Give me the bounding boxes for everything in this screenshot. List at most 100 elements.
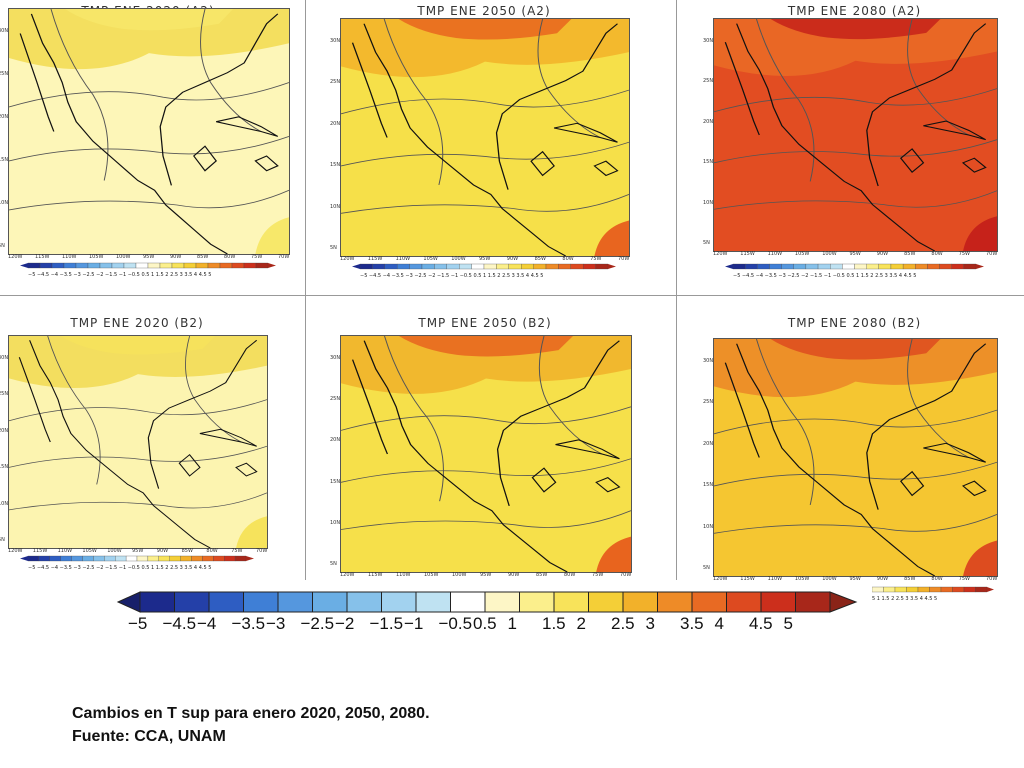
mini-color-legend: −5 −4.5 −4 −3.5 −3 −2.5 −2 −1.5 −1 −0.5 … xyxy=(352,263,616,279)
legend-tick-label: −2 xyxy=(335,614,354,633)
longitude-label: 100W xyxy=(116,254,131,260)
longitude-label: 85W xyxy=(904,251,916,257)
map-area xyxy=(340,335,632,573)
legend-swatch xyxy=(795,591,831,613)
latitude-label: 30N xyxy=(330,355,341,361)
longitude-label: 75W xyxy=(251,254,263,260)
longitude-label: 105W xyxy=(82,548,97,554)
map-area xyxy=(340,18,630,257)
longitude-label: 105W xyxy=(794,576,810,582)
mini-color-legend: −5 −4.5 −4 −3.5 −3 −2.5 −2 −1.5 −1 −0.5 … xyxy=(20,555,254,571)
longitude-label: 95W xyxy=(143,254,155,260)
longitude-label: 120W xyxy=(713,251,728,257)
legend-swatch xyxy=(415,591,451,613)
latitude-label: 5N xyxy=(0,537,5,543)
longitude-label: 90W xyxy=(506,256,519,262)
longitude-label: 80W xyxy=(564,572,576,578)
legend-swatch xyxy=(208,591,244,613)
longitude-label: 80W xyxy=(206,548,218,554)
latitude-label: 5N xyxy=(330,245,337,251)
longitude-label: 120W xyxy=(8,548,23,554)
legend-tick-label: −4.5 xyxy=(163,614,197,633)
mini-legend-labels: −5 −4.5 −4 −3.5 −3 −2.5 −2 −1.5 −1 −0.5 … xyxy=(360,273,543,279)
longitude-label: 115W xyxy=(32,548,48,554)
legend-swatch xyxy=(760,591,796,613)
longitude-label: 110W xyxy=(396,572,411,578)
latitude-label: 20N xyxy=(330,437,341,444)
legend-swatch xyxy=(553,591,589,613)
longitude-label: 100W xyxy=(822,576,837,582)
legend-swatch xyxy=(691,591,727,613)
longitude-label: 70W xyxy=(618,256,630,262)
mini-color-legend: −5 −4.5 −4 −3.5 −3 −2.5 −2 −1.5 −1 −0.5 … xyxy=(725,263,984,279)
legend-tick-label: 3 xyxy=(646,614,655,633)
latitude-label: 25N xyxy=(0,391,9,398)
longitude-label: 70W xyxy=(256,548,268,554)
longitude-label: 105W xyxy=(423,256,438,262)
map-area xyxy=(713,338,998,577)
divider-left xyxy=(305,0,306,580)
longitude-label: 90W xyxy=(156,548,169,554)
legend-tick-label: 0.5 xyxy=(473,614,497,633)
latitude-label: 10N xyxy=(0,200,9,206)
longitude-label: 95W xyxy=(479,256,491,262)
latitude-label: 20N xyxy=(0,427,9,434)
longitude-label: 105W xyxy=(794,251,810,257)
map-area xyxy=(713,18,998,252)
latitude-label: 25N xyxy=(0,71,9,77)
longitude-label: 110W xyxy=(767,251,783,257)
legend-tick-label: −2.5 xyxy=(301,614,335,633)
latitude-label: 10N xyxy=(330,519,341,526)
latitude-label: 15N xyxy=(0,464,9,471)
partial-mini-legend-labels: 5 1 1.5 2 2.5 3 3.5 4 4.5 5 xyxy=(872,596,937,602)
latitude-label: 30N xyxy=(703,38,714,44)
longitude-label: 70W xyxy=(986,576,998,582)
longitude-label: 110W xyxy=(395,256,411,262)
legend-tick-label: 2.5 xyxy=(611,614,635,633)
legend-tick-label: 4 xyxy=(715,614,724,633)
latitude-label: 10N xyxy=(0,500,9,507)
longitude-label: 100W xyxy=(452,572,467,578)
legend-swatch xyxy=(243,591,279,613)
latitude-label: 30N xyxy=(703,358,714,364)
mini-legend-labels: −5 −4.5 −4 −3.5 −3 −2.5 −2 −1.5 −1 −0.5 … xyxy=(28,565,211,571)
latitude-label: 20N xyxy=(703,118,714,125)
longitude-label: 80W xyxy=(931,251,943,257)
latitude-label: 10N xyxy=(330,203,341,210)
longitude-label: 115W xyxy=(367,256,383,262)
main-color-legend: −5 −4.5 −4 −3.5 −3 −2.5 −2 −1.5 −1 −0.5 0.5 1 1.5 2 2.… xyxy=(116,591,858,633)
longitude-label: 85W xyxy=(181,548,193,554)
latitude-label: 30N xyxy=(0,355,9,361)
legend-swatch xyxy=(277,591,313,613)
longitude-label: 115W xyxy=(740,251,755,257)
longitude-label: 90W xyxy=(508,572,520,578)
latitude-label: 30N xyxy=(330,38,341,44)
longitude-label: 80W xyxy=(562,256,574,262)
divider-right xyxy=(676,0,677,580)
panel-title: TMP ENE 2020 (B2) xyxy=(70,316,204,330)
longitude-label: 110W xyxy=(767,576,783,582)
latitude-label: 25N xyxy=(330,396,341,403)
legend-arrow-left xyxy=(116,591,141,613)
longitude-label: 90W xyxy=(170,254,182,260)
latitude-label: 5N xyxy=(0,243,5,249)
longitude-label: 75W xyxy=(958,251,970,257)
longitude-label: 95W xyxy=(849,576,861,582)
legend-tick-label: 3.5 xyxy=(680,614,704,633)
panel-title: TMP ENE 2080 (B2) xyxy=(787,316,922,330)
longitude-label: 75W xyxy=(590,256,602,262)
longitude-label: 85W xyxy=(197,254,209,260)
legend-tick-label: −3 xyxy=(266,614,285,633)
longitude-label: 70W xyxy=(620,572,632,578)
longitude-label: 70W xyxy=(278,254,290,260)
partial-mini-legend: 5 1 1.5 2 2.5 3 3.5 4 4.5 5 xyxy=(872,586,994,602)
legend-tick-label: −0.5 xyxy=(439,614,473,633)
legend-tick-label: −1.5 xyxy=(370,614,404,633)
longitude-label: 75W xyxy=(958,576,970,582)
panel-title: TMP ENE 2050 (B2) xyxy=(418,316,552,330)
longitude-label: 105W xyxy=(424,572,439,578)
legend-arrow-right xyxy=(829,591,858,613)
longitude-label: 115W xyxy=(35,254,50,260)
latitude-label: 5N xyxy=(703,565,710,571)
longitude-label: 100W xyxy=(822,251,837,257)
